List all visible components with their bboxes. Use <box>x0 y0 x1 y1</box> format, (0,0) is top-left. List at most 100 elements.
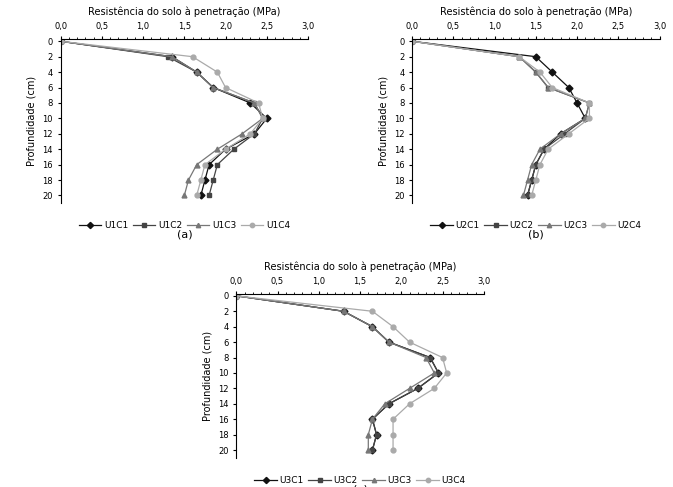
U2C1 <box>408 38 416 44</box>
U2C3 <box>586 100 594 106</box>
U1C1 <box>201 177 209 183</box>
U2C4 <box>528 192 536 198</box>
U1C4 <box>197 177 205 183</box>
Title: Resistência do solo à penetração (MPa): Resistência do solo à penetração (MPa) <box>439 7 632 18</box>
U3C4 <box>389 416 397 422</box>
U1C3 <box>213 146 221 152</box>
U3C4 <box>443 370 451 376</box>
Line: U1C4: U1C4 <box>58 39 265 198</box>
U2C2 <box>524 192 532 198</box>
U1C4 <box>258 115 267 121</box>
U1C2 <box>250 131 258 137</box>
U3C2 <box>385 401 393 407</box>
U2C2 <box>408 38 416 44</box>
U2C1 <box>548 69 557 75</box>
U3C2 <box>339 308 347 314</box>
U3C2 <box>368 324 376 330</box>
U3C4 <box>368 308 376 314</box>
U1C4 <box>221 146 229 152</box>
U3C1 <box>426 355 434 360</box>
U2C3 <box>544 85 553 91</box>
U1C1 <box>246 100 254 106</box>
U3C2 <box>368 447 376 453</box>
Legend: U1C1, U1C2, U1C3, U1C4: U1C1, U1C2, U1C3, U1C4 <box>75 218 293 234</box>
U1C3 <box>209 85 217 91</box>
U2C2 <box>561 131 569 137</box>
U3C4 <box>406 401 414 407</box>
U2C2 <box>532 69 540 75</box>
U1C2 <box>57 38 65 44</box>
Line: U3C4: U3C4 <box>234 294 449 452</box>
U1C4 <box>213 69 221 75</box>
Legend: U3C1, U3C2, U3C3, U3C4: U3C1, U3C2, U3C3, U3C4 <box>251 472 469 487</box>
U2C4 <box>548 85 557 91</box>
U1C2 <box>205 192 213 198</box>
Line: U1C2: U1C2 <box>58 39 265 198</box>
Line: U3C3: U3C3 <box>234 294 437 452</box>
Y-axis label: Profundidade (cm): Profundidade (cm) <box>203 331 213 421</box>
U3C2 <box>426 355 434 360</box>
U1C1 <box>57 38 65 44</box>
U1C1 <box>209 85 217 91</box>
Legend: U2C1, U2C2, U2C3, U2C4: U2C1, U2C2, U2C3, U2C4 <box>427 218 645 234</box>
U2C1 <box>557 131 565 137</box>
U3C3 <box>381 401 389 407</box>
U3C1 <box>232 293 240 299</box>
U2C3 <box>581 115 590 121</box>
U3C1 <box>368 416 376 422</box>
U2C4 <box>586 115 594 121</box>
U3C1 <box>368 447 376 453</box>
U2C3 <box>408 38 416 44</box>
U3C3 <box>422 355 430 360</box>
Title: Resistência do solo à penetração (MPa): Resistência do solo à penetração (MPa) <box>88 7 281 18</box>
U2C4 <box>544 146 553 152</box>
Line: U2C1: U2C1 <box>410 39 588 198</box>
U2C1 <box>540 146 548 152</box>
Line: U3C2: U3C2 <box>234 294 441 452</box>
U1C4 <box>246 131 254 137</box>
U2C1 <box>565 85 573 91</box>
U2C4 <box>408 38 416 44</box>
U1C3 <box>258 115 267 121</box>
U2C3 <box>516 54 524 59</box>
U2C1 <box>532 54 540 59</box>
U2C2 <box>532 162 540 168</box>
U1C2 <box>192 69 201 75</box>
U1C3 <box>250 100 258 106</box>
U2C4 <box>536 162 544 168</box>
U3C4 <box>389 447 397 453</box>
U2C2 <box>540 146 548 152</box>
U1C3 <box>168 54 176 59</box>
U3C2 <box>434 370 442 376</box>
U1C3 <box>184 177 192 183</box>
U3C2 <box>368 416 376 422</box>
U2C2 <box>528 177 536 183</box>
U3C2 <box>373 431 381 437</box>
U1C3 <box>180 192 188 198</box>
Line: U1C3: U1C3 <box>58 39 265 198</box>
U3C4 <box>430 385 438 391</box>
U2C3 <box>520 192 528 198</box>
U1C1 <box>205 162 213 168</box>
U2C4 <box>586 100 594 106</box>
Line: U2C3: U2C3 <box>410 39 592 198</box>
U3C2 <box>414 385 422 391</box>
U3C4 <box>389 324 397 330</box>
Text: (c): (c) <box>353 484 367 487</box>
U3C3 <box>339 308 347 314</box>
U2C3 <box>536 146 544 152</box>
Line: U2C2: U2C2 <box>410 39 592 198</box>
U3C4 <box>389 431 397 437</box>
Line: U2C4: U2C4 <box>410 39 592 198</box>
U1C4 <box>57 38 65 44</box>
U2C4 <box>516 54 524 59</box>
U1C4 <box>221 85 229 91</box>
U3C3 <box>232 293 240 299</box>
U3C3 <box>430 370 438 376</box>
Text: (b): (b) <box>528 229 544 240</box>
U3C4 <box>232 293 240 299</box>
U3C4 <box>406 339 414 345</box>
Y-axis label: Profundidade (cm): Profundidade (cm) <box>378 76 388 166</box>
U2C3 <box>524 177 532 183</box>
U3C3 <box>406 385 414 391</box>
